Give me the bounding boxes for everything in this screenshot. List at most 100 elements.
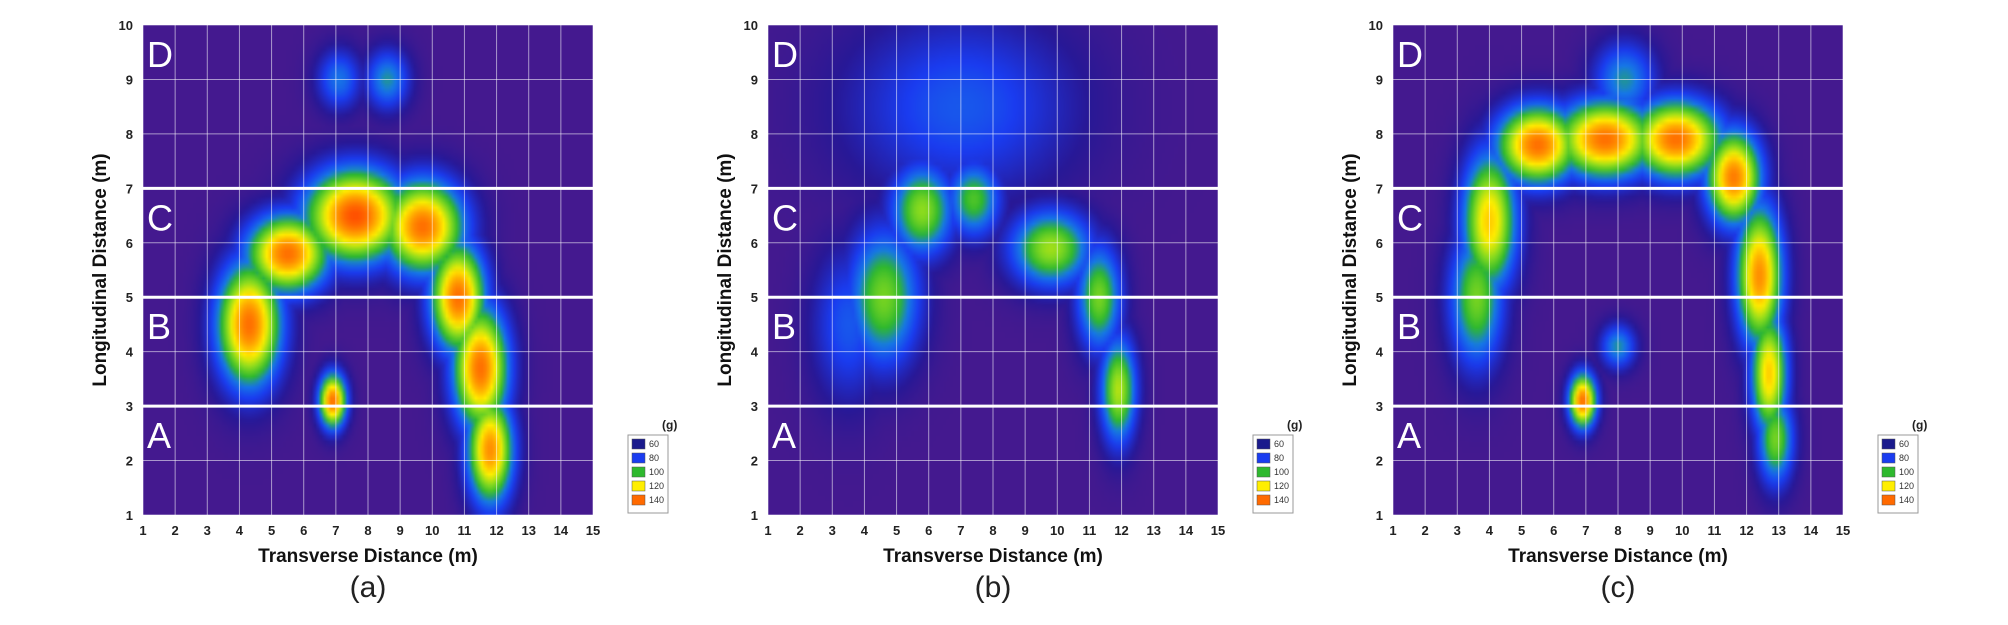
zone-label: C: [772, 197, 798, 238]
x-tick-label: 5: [893, 523, 900, 538]
y-tick-label: 1: [126, 508, 133, 523]
y-tick-label: 3: [126, 399, 133, 414]
legend-swatch: [631, 494, 646, 506]
y-tick-label: 10: [119, 18, 133, 33]
legend-swatch: [1256, 438, 1271, 450]
legend-label: 80: [649, 453, 659, 463]
x-tick-label: 14: [1804, 523, 1819, 538]
legend-swatch: [1256, 452, 1271, 464]
x-tick-label: 7: [1582, 523, 1589, 538]
x-tick-label: 11: [1083, 523, 1097, 538]
x-tick-label: 11: [458, 523, 472, 538]
x-tick-label: 13: [1146, 523, 1160, 538]
x-tick-label: 1: [764, 523, 771, 538]
zone-label: A: [147, 415, 171, 456]
zone-label: C: [147, 197, 173, 238]
x-tick-label: 6: [300, 523, 307, 538]
y-tick-label: 1: [1376, 508, 1383, 523]
legend-swatch: [631, 480, 646, 492]
zone-label: B: [772, 306, 796, 347]
x-tick-label: 3: [829, 523, 836, 538]
x-tick-label: 4: [236, 523, 244, 538]
x-tick-label: 10: [1050, 523, 1064, 538]
x-tick-label: 9: [1022, 523, 1029, 538]
legend: (g)60 80 100 120 140: [1877, 418, 1927, 514]
legend-swatch: [1256, 494, 1271, 506]
x-tick-label: 9: [1647, 523, 1654, 538]
y-tick-label: 7: [1376, 181, 1383, 196]
x-tick-label: 10: [1675, 523, 1689, 538]
legend-label: 60: [1274, 439, 1284, 449]
panel-label: (b): [975, 571, 1012, 604]
x-tick-label: 8: [1614, 523, 1621, 538]
x-tick-label: 12: [1739, 523, 1753, 538]
legend-label: 100: [1274, 467, 1289, 477]
x-tick-label: 9: [397, 523, 404, 538]
x-tick-label: 3: [204, 523, 211, 538]
x-tick-label: 15: [1211, 523, 1225, 538]
legend-label: 60: [1899, 439, 1909, 449]
legend-unit: (g): [1912, 418, 1927, 432]
legend-label: 60: [649, 439, 659, 449]
legend-label: 80: [1899, 453, 1909, 463]
zone-label: D: [147, 34, 173, 75]
y-tick-label: 8: [751, 127, 758, 142]
x-tick-label: 7: [332, 523, 339, 538]
y-tick-label: 4: [1376, 345, 1384, 360]
legend-unit: (g): [662, 418, 677, 432]
legend-swatch: [1881, 438, 1896, 450]
legend-swatch: [631, 452, 646, 464]
panel-label: (c): [1601, 571, 1636, 604]
legend-swatch: [1881, 466, 1896, 478]
x-tick-label: 1: [139, 523, 146, 538]
y-tick-label: 6: [126, 236, 133, 251]
legend-label: 120: [1899, 481, 1914, 491]
zone-label: D: [772, 34, 798, 75]
zone-label: A: [772, 415, 796, 456]
y-tick-label: 4: [126, 345, 134, 360]
legend-swatch: [1256, 466, 1271, 478]
y-tick-label: 8: [126, 127, 133, 142]
legend-label: 80: [1274, 453, 1284, 463]
x-axis-label: Transverse Distance (m): [1508, 546, 1728, 567]
x-tick-label: 4: [861, 523, 869, 538]
y-tick-label: 5: [751, 290, 758, 305]
y-tick-label: 6: [751, 236, 758, 251]
y-tick-label: 6: [1376, 236, 1383, 251]
x-tick-label: 12: [1114, 523, 1128, 538]
x-tick-label: 1: [1389, 523, 1396, 538]
x-tick-label: 2: [172, 523, 179, 538]
legend-unit: (g): [1287, 418, 1302, 432]
x-tick-label: 14: [1179, 523, 1194, 538]
zone-label: B: [1397, 306, 1421, 347]
y-tick-label: 7: [751, 181, 758, 196]
legend: (g)60 80 100 120 140: [1252, 418, 1302, 514]
x-tick-label: 6: [925, 523, 932, 538]
x-tick-label: 13: [521, 523, 535, 538]
y-tick-label: 9: [751, 72, 758, 87]
legend-swatch: [1881, 480, 1896, 492]
x-tick-label: 2: [797, 523, 804, 538]
legend-swatch: [1881, 494, 1896, 506]
x-axis-label: Transverse Distance (m): [258, 546, 478, 567]
panel-label: (a): [350, 571, 387, 604]
x-tick-label: 10: [425, 523, 439, 538]
legend-label: 100: [649, 467, 664, 477]
zone-label: D: [1397, 34, 1423, 75]
legend-swatch: [631, 438, 646, 450]
y-tick-label: 4: [751, 345, 759, 360]
x-tick-label: 2: [1422, 523, 1429, 538]
y-tick-label: 2: [751, 454, 758, 469]
x-tick-label: 13: [1771, 523, 1785, 538]
legend-label: 120: [649, 481, 664, 491]
legend-label: 140: [1274, 495, 1289, 505]
legend: (g)60 80 100 120 140: [627, 418, 677, 514]
legend-label: 140: [649, 495, 664, 505]
y-tick-label: 9: [1376, 72, 1383, 87]
legend-label: 120: [1274, 481, 1289, 491]
x-tick-label: 15: [1836, 523, 1850, 538]
x-tick-label: 3: [1454, 523, 1461, 538]
y-tick-label: 3: [1376, 399, 1383, 414]
